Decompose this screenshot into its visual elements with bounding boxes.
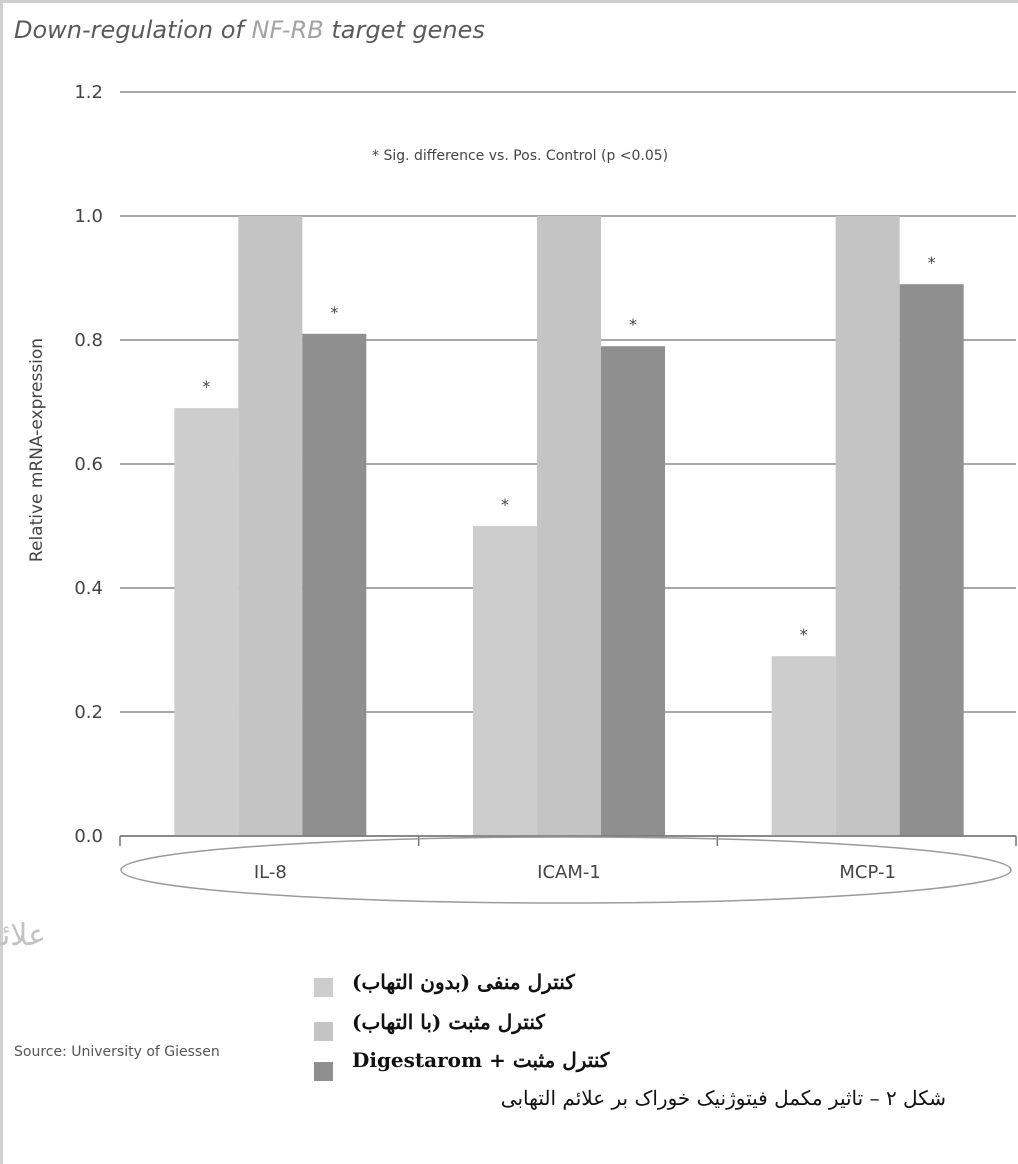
y-tick-label: 1.0 [74, 206, 103, 227]
bar [771, 656, 836, 836]
legend-swatch [314, 1062, 333, 1081]
legend-label: کنترل مثبت (با التهاب) [352, 1010, 545, 1034]
frame-top-border [0, 0, 1018, 3]
bar [537, 216, 601, 836]
bar [174, 408, 239, 836]
bar [899, 284, 964, 836]
significance-stars: * * * * * * [202, 253, 935, 644]
significance-star: * [330, 303, 338, 322]
legend-swatch [314, 978, 333, 997]
significance-star: * [501, 495, 509, 514]
x-tick-label: IL-8 [254, 862, 287, 883]
y-tick-label: 0.6 [74, 454, 103, 475]
bar [238, 216, 303, 836]
title-prefix: Down-regulation of [14, 16, 252, 44]
bar [473, 526, 537, 836]
y-tick-label: 0.8 [74, 330, 103, 351]
bar [835, 216, 900, 836]
y-tick-label: 0.0 [74, 826, 103, 847]
significance-star: * [800, 625, 808, 644]
bar [302, 333, 367, 836]
source-note: Source: University of Giessen [14, 1044, 220, 1060]
legend-item: کنترل مثبت (با التهاب) [314, 1010, 744, 1050]
significance-star: * [928, 253, 936, 272]
legend-label: کنترل مثبت + Digestarom [352, 1048, 610, 1072]
y-tick-label: 1.2 [74, 82, 103, 103]
axes: 0.0 0.2 0.4 0.6 0.8 1.0 1.2 IL-8 ICAM-1 MCP-1 [74, 82, 1017, 883]
title-accent: NF-RB [251, 16, 324, 44]
legend-swatch [314, 1022, 333, 1041]
x-tick-label: MCP-1 [839, 862, 896, 883]
y-axis-label: Relative mRNA-expression [27, 338, 47, 562]
chart-title: Down-regulation of NF-RB target genes [14, 16, 485, 44]
bar-chart: * * * * * * 0.0 0.2 0.4 0.6 0.8 1.0 1.2 IL-8 ICAM-1 MC… [0, 82, 1017, 953]
y-tick-label: 0.4 [74, 578, 103, 599]
figure-caption: شکل ۲ – تاثیر مکمل فیتوژنیک خوراک بر علا… [500, 1086, 946, 1110]
y-tick-label: 0.2 [74, 702, 103, 723]
category-ellipse [120, 836, 1012, 904]
title-suffix: target genes [323, 16, 485, 44]
ellipse-label: علائم التهابی [0, 918, 46, 953]
legend-item: کنترل منفی (بدون التهاب) [314, 970, 744, 1010]
legend-label: کنترل منفی (بدون التهاب) [352, 970, 575, 994]
bar [601, 346, 665, 836]
significance-note: * Sig. difference vs. Pos. Control (p <0… [372, 148, 668, 164]
bars [174, 216, 964, 836]
significance-star: * [629, 315, 637, 334]
significance-star: * [202, 377, 210, 396]
legend-item: کنترل مثبت + Digestarom [314, 1048, 744, 1088]
frame-left-border [0, 0, 3, 1164]
x-tick-label: ICAM-1 [537, 862, 601, 883]
